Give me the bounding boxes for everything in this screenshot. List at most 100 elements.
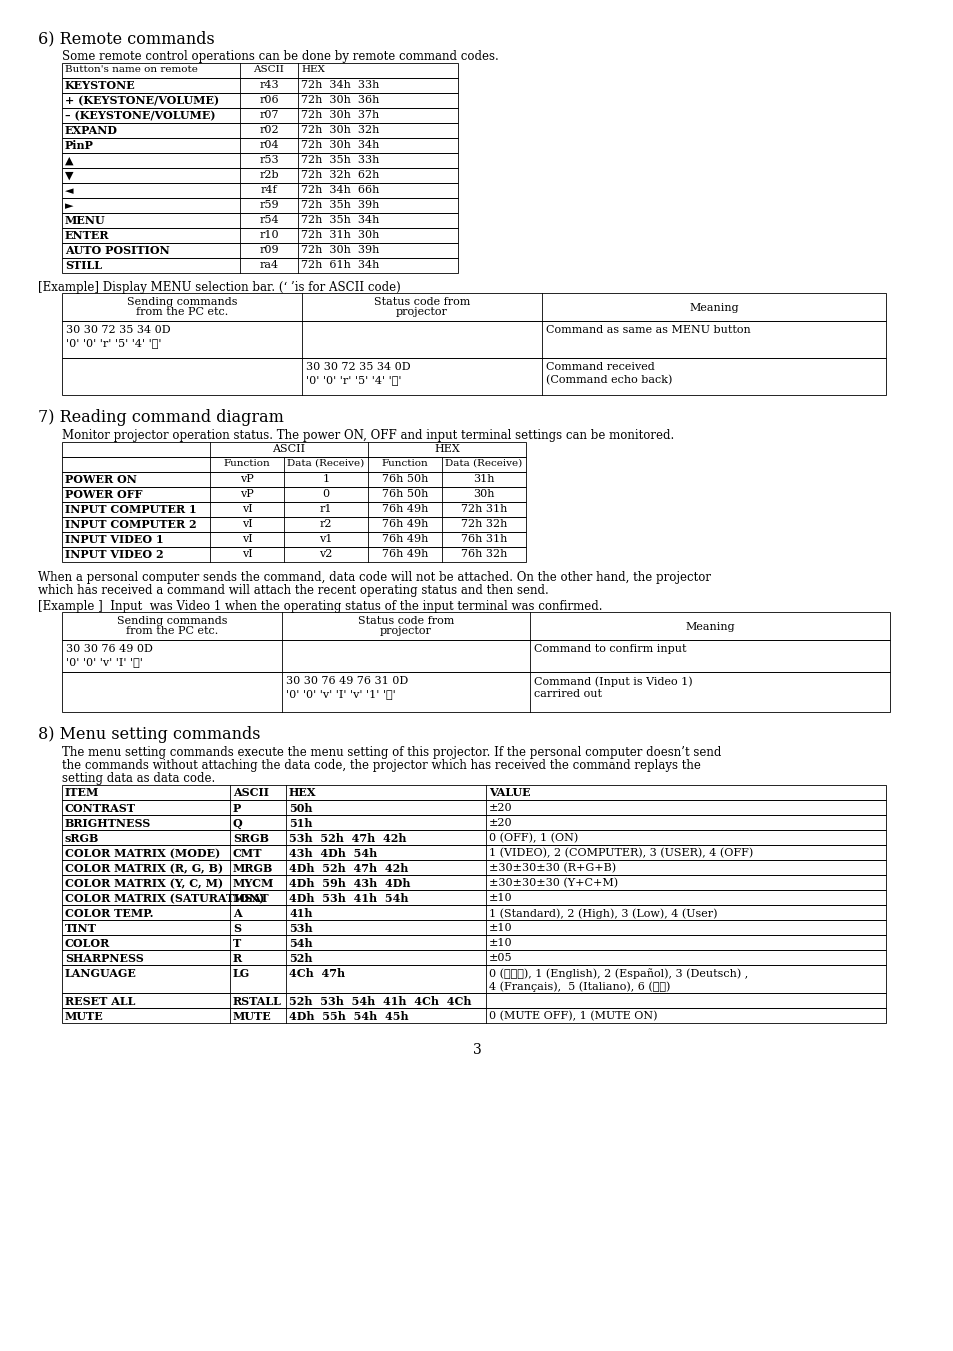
Text: 72h  31h  30h: 72h 31h 30h [301,230,379,240]
Bar [62,785,885,800]
Text: 4Ch  47h: 4Ch 47h [289,969,345,979]
Text: Button's name on remote: Button's name on remote [65,65,197,74]
Text: 53h  52h  47h  42h: 53h 52h 47h 42h [289,834,406,844]
Text: vI: vI [241,534,253,544]
Bar [62,168,457,182]
Text: (Command echo back): (Command echo back) [545,376,672,385]
Text: 76h 50h: 76h 50h [381,474,428,484]
Text: 31h: 31h [473,474,495,484]
Text: 76h 32h: 76h 32h [460,549,507,559]
Text: projector: projector [379,626,432,636]
Text: 0 (OFF), 1 (ON): 0 (OFF), 1 (ON) [489,834,578,843]
Bar [62,243,457,258]
Text: RESET ALL: RESET ALL [65,996,135,1006]
Text: MSAT: MSAT [233,893,270,904]
Text: Some remote control operations can be done by remote command codes.: Some remote control operations can be do… [62,50,498,63]
Text: 1: 1 [322,474,329,484]
Text: Status code from: Status code from [357,616,454,626]
Text: 72h  34h  33h: 72h 34h 33h [301,80,379,91]
Text: ±30±30±30 (R+G+B): ±30±30±30 (R+G+B) [489,863,616,873]
Text: '0' '0' 'v' 'I' 'v' '1' '⏎': '0' '0' 'v' 'I' 'v' '1' '⏎' [286,689,395,698]
Text: Q: Q [233,817,242,830]
Text: 1 (Standard), 2 (High), 3 (Low), 4 (User): 1 (Standard), 2 (High), 3 (Low), 4 (User… [489,908,717,919]
Text: S: S [233,923,241,934]
Bar [62,547,525,562]
Bar [62,486,525,503]
Text: ±20: ±20 [489,802,512,813]
Text: 72h  35h  33h: 72h 35h 33h [301,155,379,165]
Text: ◄: ◄ [65,185,73,196]
Text: ▼: ▼ [65,170,73,181]
Text: 4Dh  53h  41h  54h: 4Dh 53h 41h 54h [289,893,408,904]
Text: LG: LG [233,969,250,979]
Text: vI: vI [241,549,253,559]
Text: STILL: STILL [65,259,102,272]
Text: 30h: 30h [473,489,495,499]
Text: MENU: MENU [65,215,106,226]
Text: TINT: TINT [65,923,97,934]
Bar [62,671,889,712]
Bar [62,890,885,905]
Bar [62,935,885,950]
Bar [62,993,885,1008]
Text: 30 30 72 35 34 0D: 30 30 72 35 34 0D [306,362,410,372]
Text: BRIGHTNESS: BRIGHTNESS [65,817,152,830]
Text: POWER ON: POWER ON [65,474,136,485]
Text: 0 (日本語), 1 (English), 2 (Español), 3 (Deutsch) ,: 0 (日本語), 1 (English), 2 (Español), 3 (De… [489,969,747,979]
Text: HEX: HEX [434,444,459,454]
Text: KEYSTONE: KEYSTONE [65,80,135,91]
Text: 30 30 76 49 76 31 0D: 30 30 76 49 76 31 0D [286,676,408,686]
Text: setting data as data code.: setting data as data code. [62,771,215,785]
Text: SRGB: SRGB [233,834,269,844]
Text: 72h  30h  34h: 72h 30h 34h [301,141,379,150]
Bar [62,965,885,993]
Text: vI: vI [241,519,253,530]
Text: Sending commands: Sending commands [116,616,227,626]
Bar [62,830,885,844]
Bar [62,875,885,890]
Text: INPUT COMPUTER 1: INPUT COMPUTER 1 [65,504,196,515]
Text: 3: 3 [472,1043,481,1056]
Text: '0' '0' 'v' 'I' '⏎': '0' '0' 'v' 'I' '⏎' [66,657,143,667]
Text: the commands without attaching the data code, the projector which has received t: the commands without attaching the data … [62,759,700,771]
Text: EXPAND: EXPAND [65,126,118,136]
Text: '0' '0' 'r' '5' '4' '⏎': '0' '0' 'r' '5' '4' '⏎' [306,376,401,385]
Bar [62,153,457,168]
Text: projector: projector [395,307,448,317]
Text: r43: r43 [259,80,278,91]
Text: 30 30 72 35 34 0D: 30 30 72 35 34 0D [66,326,171,335]
Text: Meaning: Meaning [684,621,734,632]
Text: 52h: 52h [289,952,313,965]
Bar [62,322,885,358]
Text: Status code from: Status code from [374,297,470,307]
Bar [62,199,457,213]
Text: 8) Menu setting commands: 8) Menu setting commands [38,725,260,743]
Text: r04: r04 [259,141,278,150]
Text: r54: r54 [259,215,278,226]
Bar [62,920,885,935]
Text: 51h: 51h [289,817,313,830]
Bar [62,815,885,830]
Text: r4f: r4f [260,185,277,195]
Text: v1: v1 [319,534,333,544]
Text: 52h  53h  54h  41h  4Ch  4Ch: 52h 53h 54h 41h 4Ch 4Ch [289,996,471,1006]
Text: CONTRAST: CONTRAST [65,802,136,815]
Text: vI: vI [241,504,253,513]
Text: Function: Function [223,459,270,467]
Text: 54h: 54h [289,938,313,948]
Text: – (KEYSTONE/VOLUME): – (KEYSTONE/VOLUME) [65,109,215,122]
Text: COLOR MATRIX (Y, C, M): COLOR MATRIX (Y, C, M) [65,878,223,889]
Text: 72h  30h  36h: 72h 30h 36h [301,95,379,105]
Bar [62,123,457,138]
Text: 72h  35h  34h: 72h 35h 34h [301,215,379,226]
Text: 76h 49h: 76h 49h [381,534,428,544]
Text: T: T [233,938,241,948]
Bar [62,503,525,517]
Text: ±05: ±05 [489,952,512,963]
Text: POWER OFF: POWER OFF [65,489,142,500]
Text: ±30±30±30 (Y+C+M): ±30±30±30 (Y+C+M) [489,878,618,889]
Text: r2b: r2b [259,170,278,180]
Text: COLOR MATRIX (MODE): COLOR MATRIX (MODE) [65,848,220,859]
Text: COLOR MATRIX (SATURATION): COLOR MATRIX (SATURATION) [65,893,264,904]
Text: ra4: ra4 [259,259,278,270]
